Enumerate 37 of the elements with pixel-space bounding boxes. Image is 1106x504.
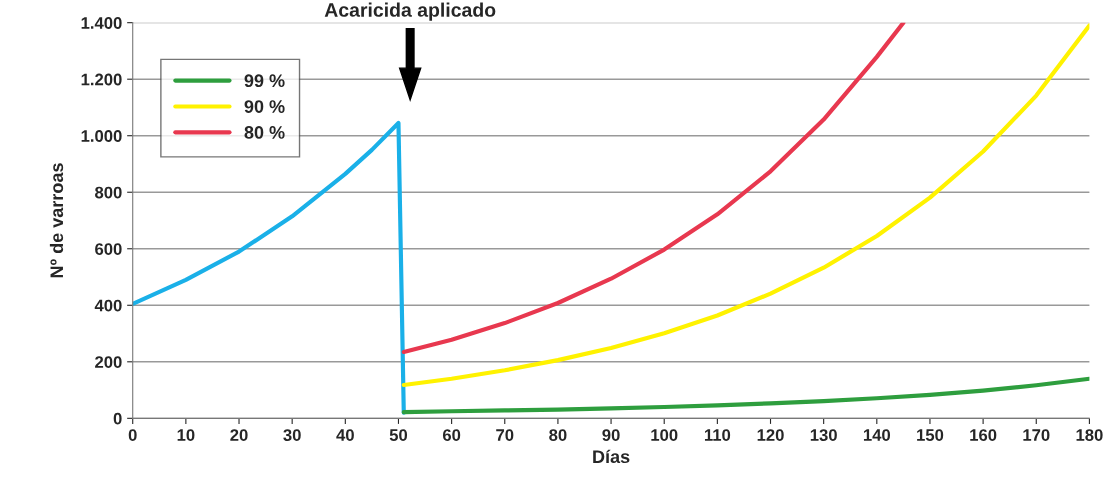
x-tick-label: 0 bbox=[128, 429, 137, 441]
y-axis-title: Nº de varroas bbox=[49, 163, 64, 278]
y-tick-label: 600 bbox=[95, 243, 122, 255]
x-tick-label: 40 bbox=[336, 429, 354, 441]
x-tick-label: 50 bbox=[389, 429, 408, 441]
legend-label: 90 % bbox=[244, 100, 285, 113]
x-tick-label: 110 bbox=[704, 429, 731, 441]
x-tick-label: 30 bbox=[283, 429, 301, 441]
line-series bbox=[401, 22, 906, 354]
legend-label: 99 % bbox=[244, 74, 285, 88]
x-tick-label: 170 bbox=[1023, 429, 1050, 441]
x-tick-label: 140 bbox=[863, 429, 891, 441]
y-tick-label: 1.000 bbox=[81, 130, 122, 142]
y-tick-label: 1.200 bbox=[81, 73, 122, 86]
y-tick-label: 400 bbox=[94, 299, 122, 312]
x-tick-label: 120 bbox=[757, 429, 784, 441]
x-tick-label: 20 bbox=[230, 429, 248, 441]
x-tick-label: 70 bbox=[496, 429, 514, 441]
legend-label: 80 % bbox=[244, 126, 285, 139]
x-tick-label: 10 bbox=[177, 429, 195, 441]
text: Acaricida aplicado bbox=[324, 2, 496, 21]
y-tick-label: 1.400 bbox=[81, 17, 122, 29]
y-tick-label: 800 bbox=[95, 186, 122, 199]
x-tick-label: 60 bbox=[442, 429, 461, 441]
y-tick-label: 0 bbox=[113, 412, 122, 425]
x-tick-label: 160 bbox=[970, 429, 997, 441]
x-tick-label: 130 bbox=[810, 429, 837, 441]
x-tick-label: 100 bbox=[651, 429, 678, 441]
line-series bbox=[132, 120, 406, 415]
x-tick-label: 80 bbox=[549, 429, 567, 441]
x-tick-label: 90 bbox=[602, 429, 620, 441]
x-axis-title: Días bbox=[593, 449, 630, 464]
line-series bbox=[401, 23, 1090, 388]
y-tick-label: 200 bbox=[95, 356, 122, 368]
x-tick-label: 180 bbox=[1076, 429, 1103, 441]
x-tick-label: 150 bbox=[917, 429, 944, 441]
line-series bbox=[401, 376, 1090, 415]
